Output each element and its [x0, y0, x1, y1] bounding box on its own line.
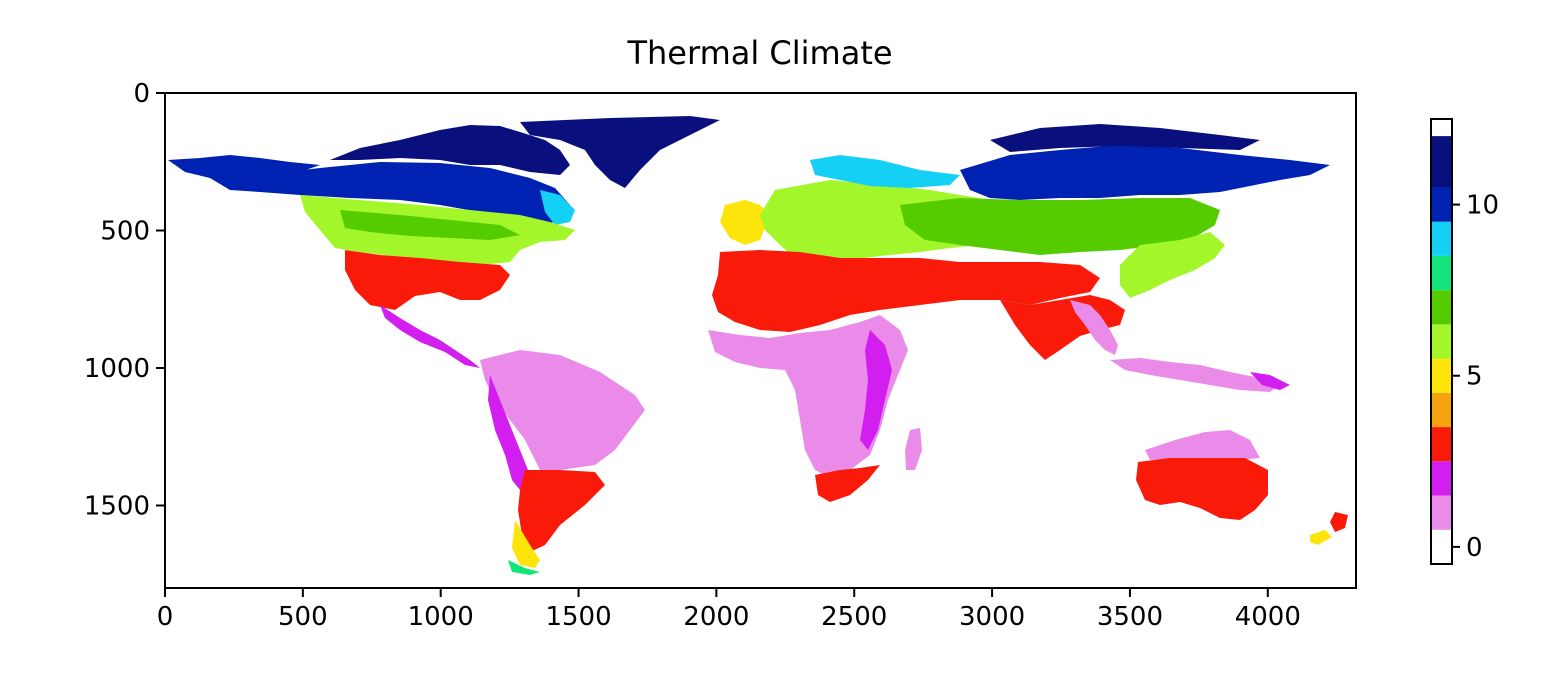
y-tick-label: 1500 — [84, 492, 150, 522]
colorbar-segment — [1431, 222, 1452, 256]
colorbar-segment — [1431, 290, 1452, 324]
colorbar-segment — [1431, 393, 1452, 427]
colorbar-tick-label: 0 — [1466, 533, 1483, 563]
y-axis: 0 500 1000 1500 — [84, 79, 165, 522]
colorbar-tick-label: 5 — [1466, 362, 1483, 392]
x-tick-label: 3500 — [1097, 602, 1163, 632]
x-tick-label: 1500 — [545, 602, 611, 632]
x-tick-label: 4000 — [1235, 602, 1301, 632]
x-tick-label: 500 — [278, 602, 328, 632]
colorbar-segment — [1431, 136, 1452, 187]
x-tick-label: 1000 — [408, 602, 474, 632]
colorbar-segment — [1431, 427, 1452, 461]
x-tick-label: 3000 — [959, 602, 1025, 632]
y-tick-label: 1000 — [84, 354, 150, 384]
colorbar-segment — [1431, 530, 1452, 564]
x-tick-label: 2000 — [683, 602, 749, 632]
y-tick-label: 500 — [100, 217, 150, 247]
colorbar-segment — [1431, 187, 1452, 221]
y-tick-label: 0 — [133, 79, 150, 109]
colorbar-tick-label: 10 — [1466, 191, 1499, 221]
plot-area — [165, 93, 1356, 588]
colorbar-segment — [1431, 461, 1452, 495]
x-tick-label: 2500 — [821, 602, 887, 632]
colorbar: 0 5 10 — [1431, 119, 1499, 564]
x-tick-label: 0 — [157, 602, 174, 632]
colorbar-segment — [1431, 256, 1452, 290]
colorbar-segment — [1431, 324, 1452, 358]
chart-title: Thermal Climate — [626, 34, 892, 72]
x-axis: 0 500 1000 1500 2000 2500 3000 3500 4000 — [157, 588, 1301, 632]
colorbar-segment — [1431, 496, 1452, 530]
colorbar-segment — [1431, 359, 1452, 393]
